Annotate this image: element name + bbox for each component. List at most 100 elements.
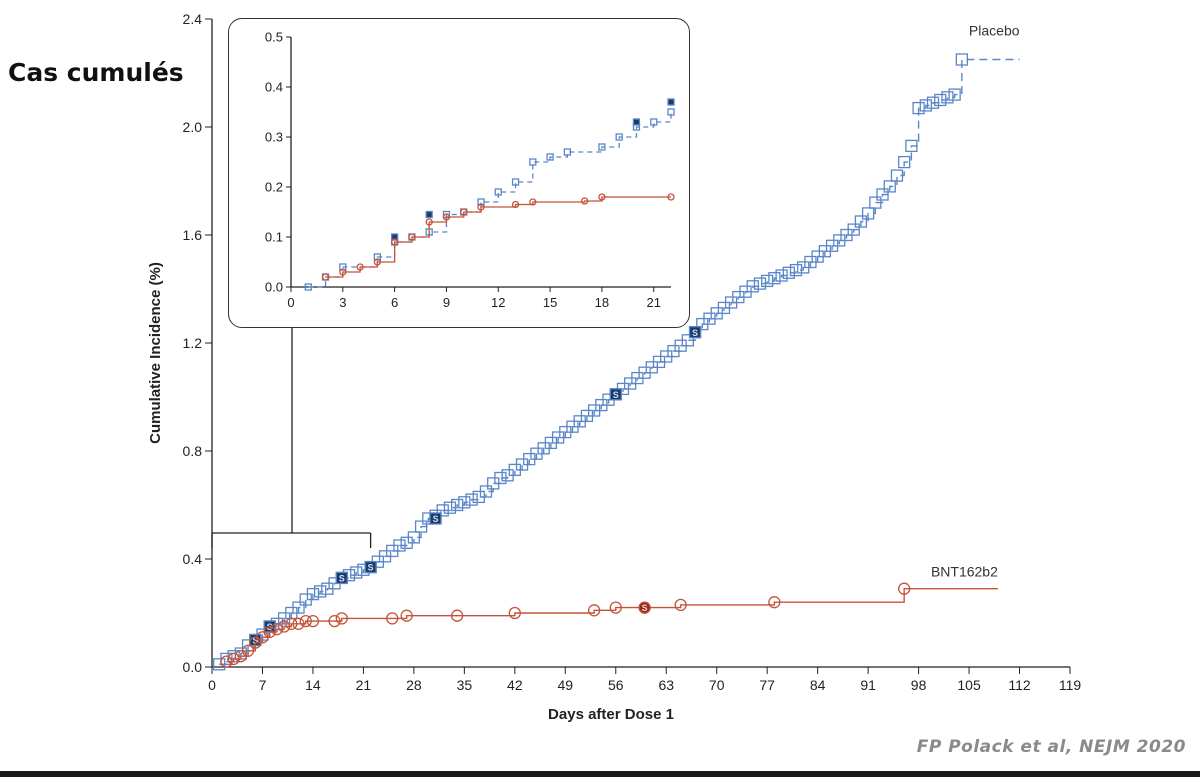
x-tick-label: 119	[1059, 677, 1082, 693]
vaccine-marker	[598, 193, 606, 201]
x-tick-label: 28	[406, 677, 422, 693]
vaccine-marker	[277, 620, 291, 633]
severe-case-label: S	[613, 390, 619, 400]
placebo-marker	[934, 93, 947, 107]
vaccine-marker	[241, 644, 255, 657]
placebo-marker	[775, 269, 788, 282]
vaccine-marker	[425, 218, 433, 226]
x-tick-label: 18	[595, 295, 609, 310]
placebo-marker	[511, 178, 520, 186]
y-tick-label: 0.2	[265, 180, 283, 195]
severe-case-label: S	[642, 603, 648, 613]
placebo-marker	[746, 280, 759, 293]
placebo-marker	[407, 531, 421, 544]
placebo-marker	[941, 91, 954, 104]
placebo-marker	[465, 493, 478, 506]
placebo-marker	[753, 277, 767, 290]
vaccine-marker	[587, 604, 601, 617]
placebo-marker	[869, 196, 882, 209]
severe-case-marker	[364, 560, 377, 574]
y-tick-label: 0.5	[265, 30, 283, 45]
x-tick-label: 49	[558, 677, 574, 693]
zoom-bracket	[211, 328, 372, 548]
y-tick-label: 2.4	[183, 11, 203, 27]
placebo-marker	[598, 143, 606, 151]
placebo-marker	[339, 263, 347, 271]
placebo-marker	[546, 153, 554, 161]
placebo-marker	[494, 188, 502, 196]
placebo-marker	[563, 148, 572, 156]
placebo-marker	[373, 253, 382, 261]
x-tick-label: 21	[356, 677, 372, 693]
placebo-marker	[955, 53, 968, 66]
page-heading: Cas cumulés	[8, 58, 184, 87]
placebo-marker	[436, 504, 449, 517]
vaccine-marker	[263, 625, 276, 639]
severe-case-label: S	[252, 636, 258, 646]
placebo-marker	[314, 585, 327, 598]
y-tick-label: 1.6	[183, 227, 203, 243]
vaccine-marker	[386, 612, 399, 625]
placebo-marker	[443, 501, 457, 514]
vaccine-marker	[508, 606, 521, 620]
placebo-marker	[292, 601, 305, 614]
vaccine-marker	[328, 614, 341, 628]
main-plot: 0 7 14 21 28 35 42 49 56 63 70 77 84 91 98 105 112 1190.0…	[147, 11, 1081, 723]
y-tick-label: 1.2	[183, 335, 203, 351]
severe-case-label: S	[267, 622, 273, 632]
vaccine-marker	[292, 617, 305, 630]
vaccine-marker	[511, 200, 520, 209]
placebo-marker	[898, 155, 911, 169]
vaccine-marker	[442, 213, 451, 221]
vaccine-marker	[667, 193, 675, 201]
placebo-marker	[926, 96, 940, 109]
placebo-marker	[883, 180, 896, 193]
severe-case-marker	[688, 326, 702, 339]
placebo-marker	[681, 334, 695, 347]
y-tick-label: 0.0	[265, 280, 283, 295]
placebo-marker	[761, 274, 774, 288]
x-tick-label: 21	[646, 295, 660, 310]
bottom-divider	[0, 771, 1200, 777]
severe-case-marker	[390, 233, 399, 241]
vaccine-marker	[356, 263, 364, 271]
vaccine-marker	[477, 203, 485, 211]
vaccine-marker	[335, 612, 348, 625]
series-label-placebo: Placebo	[969, 23, 1020, 39]
severe-case-label: S	[368, 563, 374, 573]
x-tick-label: 70	[709, 677, 725, 693]
severe-case-marker	[667, 98, 675, 106]
vaccine-marker	[227, 652, 240, 666]
y-tick-label: 0.4	[265, 80, 283, 95]
placebo-marker	[450, 498, 464, 512]
x-tick-label: 7	[259, 677, 267, 693]
vaccine-marker	[674, 598, 687, 612]
vaccine-marker	[373, 258, 382, 266]
series-label-bnt162b2: BNT162b2	[931, 564, 998, 580]
placebo-marker	[477, 198, 485, 206]
severe-case-label: S	[433, 514, 439, 524]
x-tick-label: 9	[443, 295, 450, 310]
x-tick-label: 56	[608, 677, 624, 693]
x-axis-label: Days after Dose 1	[548, 706, 674, 723]
vaccine-marker	[306, 614, 320, 628]
vaccine-marker	[339, 268, 347, 276]
placebo-marker	[782, 266, 795, 279]
vaccine-marker	[220, 655, 233, 668]
vaccine-marker	[408, 233, 416, 241]
x-tick-label: 84	[810, 677, 826, 693]
placebo-marker	[876, 188, 889, 201]
vaccine-marker	[580, 197, 589, 205]
placebo-marker	[494, 471, 507, 485]
vaccine-marker	[321, 273, 330, 281]
vaccine-marker	[460, 208, 468, 216]
x-tick-label: 14	[305, 677, 321, 693]
placebo-marker	[306, 587, 320, 601]
placebo-marker	[350, 566, 363, 579]
inset-chart: 0 3 6 9 12 15 18 21 0.0 0.1 0.2 0.3 0.4 0.5	[265, 30, 675, 310]
placebo-marker	[948, 88, 961, 101]
placebo-marker	[414, 520, 428, 533]
severe-case-marker	[335, 571, 348, 585]
x-tick-label: 98	[911, 677, 927, 693]
placebo-marker	[458, 496, 471, 509]
